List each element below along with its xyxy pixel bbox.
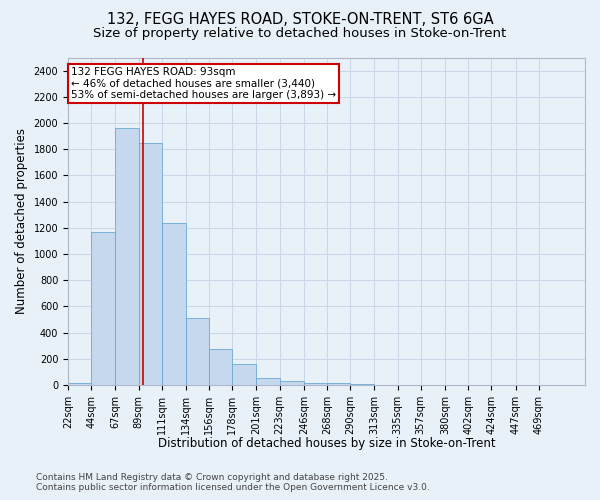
Bar — [68, 382, 91, 385]
Text: Size of property relative to detached houses in Stoke-on-Trent: Size of property relative to detached ho… — [94, 28, 506, 40]
Bar — [186, 318, 209, 385]
Bar — [115, 128, 139, 385]
Bar — [256, 378, 280, 385]
Text: Contains HM Land Registry data © Crown copyright and database right 2025.
Contai: Contains HM Land Registry data © Crown c… — [36, 473, 430, 492]
Bar — [350, 384, 374, 385]
X-axis label: Distribution of detached houses by size in Stoke-on-Trent: Distribution of detached houses by size … — [158, 437, 496, 450]
Bar — [232, 364, 256, 385]
Text: 132 FEGG HAYES ROAD: 93sqm
← 46% of detached houses are smaller (3,440)
53% of s: 132 FEGG HAYES ROAD: 93sqm ← 46% of deta… — [71, 66, 337, 100]
Y-axis label: Number of detached properties: Number of detached properties — [15, 128, 28, 314]
Bar — [91, 232, 115, 385]
Bar — [304, 382, 327, 385]
Bar — [280, 381, 304, 385]
Bar — [327, 383, 350, 385]
Text: 132, FEGG HAYES ROAD, STOKE-ON-TRENT, ST6 6GA: 132, FEGG HAYES ROAD, STOKE-ON-TRENT, ST… — [107, 12, 493, 28]
Bar — [139, 142, 162, 385]
Bar — [209, 349, 232, 385]
Bar — [162, 222, 186, 385]
